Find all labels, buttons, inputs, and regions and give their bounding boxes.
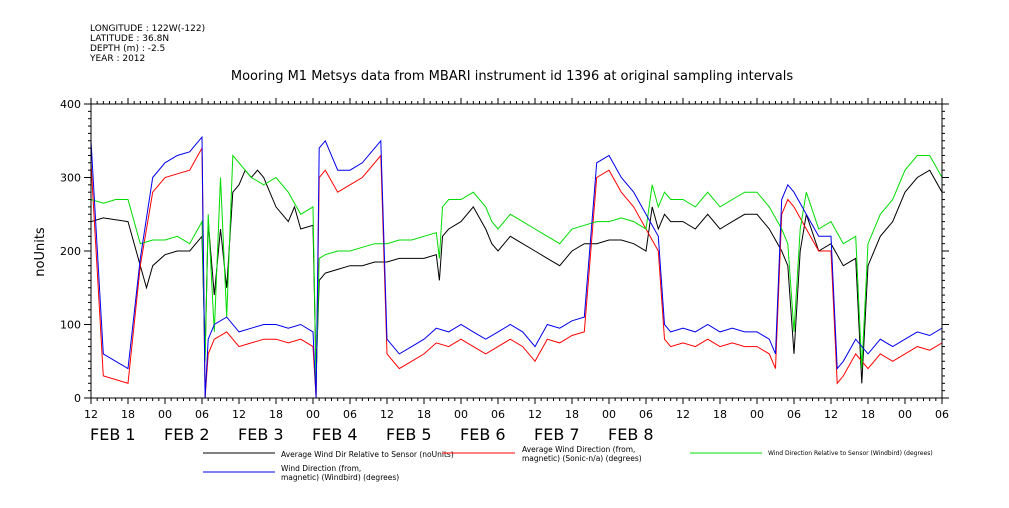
x-tick-label: 06	[935, 408, 949, 421]
date-label: FEB 2	[164, 425, 210, 444]
series-line-1	[91, 169, 942, 384]
series-layer	[91, 135, 942, 398]
series-line-2	[91, 146, 942, 398]
x-tick-label: 12	[528, 408, 542, 421]
chart-title: Mooring M1 Metsys data from MBARI instru…	[231, 69, 793, 84]
x-tick-label: 12	[380, 408, 394, 421]
metadata-block: LONGITUDE : 122W(-122) LATITUDE : 36.8N …	[89, 24, 205, 64]
legend-label: Wind Direction Relative to Sensor (Windb…	[768, 450, 933, 457]
x-tick-label: 06	[639, 408, 653, 421]
x-tick-label: 12	[232, 408, 246, 421]
legend-label: Wind Direction (from,	[281, 464, 361, 473]
date-label: FEB 5	[386, 425, 432, 444]
depth-text: DEPTH (m) : -2.5	[90, 44, 165, 54]
date-label: FEB 3	[238, 425, 284, 444]
x-tick-label: 18	[861, 408, 875, 421]
date-label: FEB 6	[460, 425, 506, 444]
x-tick-label: 12	[676, 408, 690, 421]
date-label: FEB 7	[534, 425, 580, 444]
date-label: FEB 8	[608, 425, 654, 444]
y-tick-label: 0	[74, 392, 81, 405]
legend-label: magnetic) (Windbird) (degrees)	[281, 473, 399, 482]
y-tick-label: 200	[60, 245, 81, 258]
year-text: YEAR : 2012	[89, 54, 145, 64]
x-tick-label: 06	[195, 408, 209, 421]
x-tick-label: 00	[602, 408, 616, 421]
x-tick-label: 00	[750, 408, 764, 421]
x-tick-label: 06	[343, 408, 357, 421]
x-tick-label: 18	[417, 408, 431, 421]
x-tick-label: 18	[713, 408, 727, 421]
latitude-text: LATITUDE : 36.8N	[90, 34, 169, 44]
x-tick-label: 00	[898, 408, 912, 421]
x-tick-label: 00	[158, 408, 172, 421]
x-tick-label: 18	[269, 408, 283, 421]
series-line-4	[91, 135, 942, 398]
x-tick-label: 06	[491, 408, 505, 421]
date-label: FEB 1	[90, 425, 136, 444]
date-label: FEB 4	[312, 425, 358, 444]
legend: Average Wind Dir Relative to Sensor (noU…	[203, 445, 933, 482]
x-tick-label: 12	[84, 408, 98, 421]
x-tick-label: 18	[121, 408, 135, 421]
x-tick-label: 12	[824, 408, 838, 421]
x-tick-label: 00	[306, 408, 320, 421]
legend-label: Average Wind Dir Relative to Sensor (noU…	[281, 450, 454, 459]
y-axis-label: noUnits	[33, 227, 48, 277]
y-tick-label: 400	[60, 98, 81, 111]
series-line-3	[91, 154, 942, 384]
legend-label: Average Wind Direction (from,	[522, 445, 635, 454]
x-tick-label: 06	[787, 408, 801, 421]
legend-label: magnetic) (Sonic-n/a) (degrees)	[522, 454, 642, 463]
axes-layer: 0 100 200 300 400 12 18 00 06 12 18 00 06 12 18 00 06 12 1…	[60, 98, 949, 444]
x-tick-label: 18	[565, 408, 579, 421]
longitude-text: LONGITUDE : 122W(-122)	[90, 24, 205, 34]
y-tick-label: 100	[60, 319, 81, 332]
y-tick-label: 300	[60, 172, 81, 185]
x-tick-label: 00	[454, 408, 468, 421]
